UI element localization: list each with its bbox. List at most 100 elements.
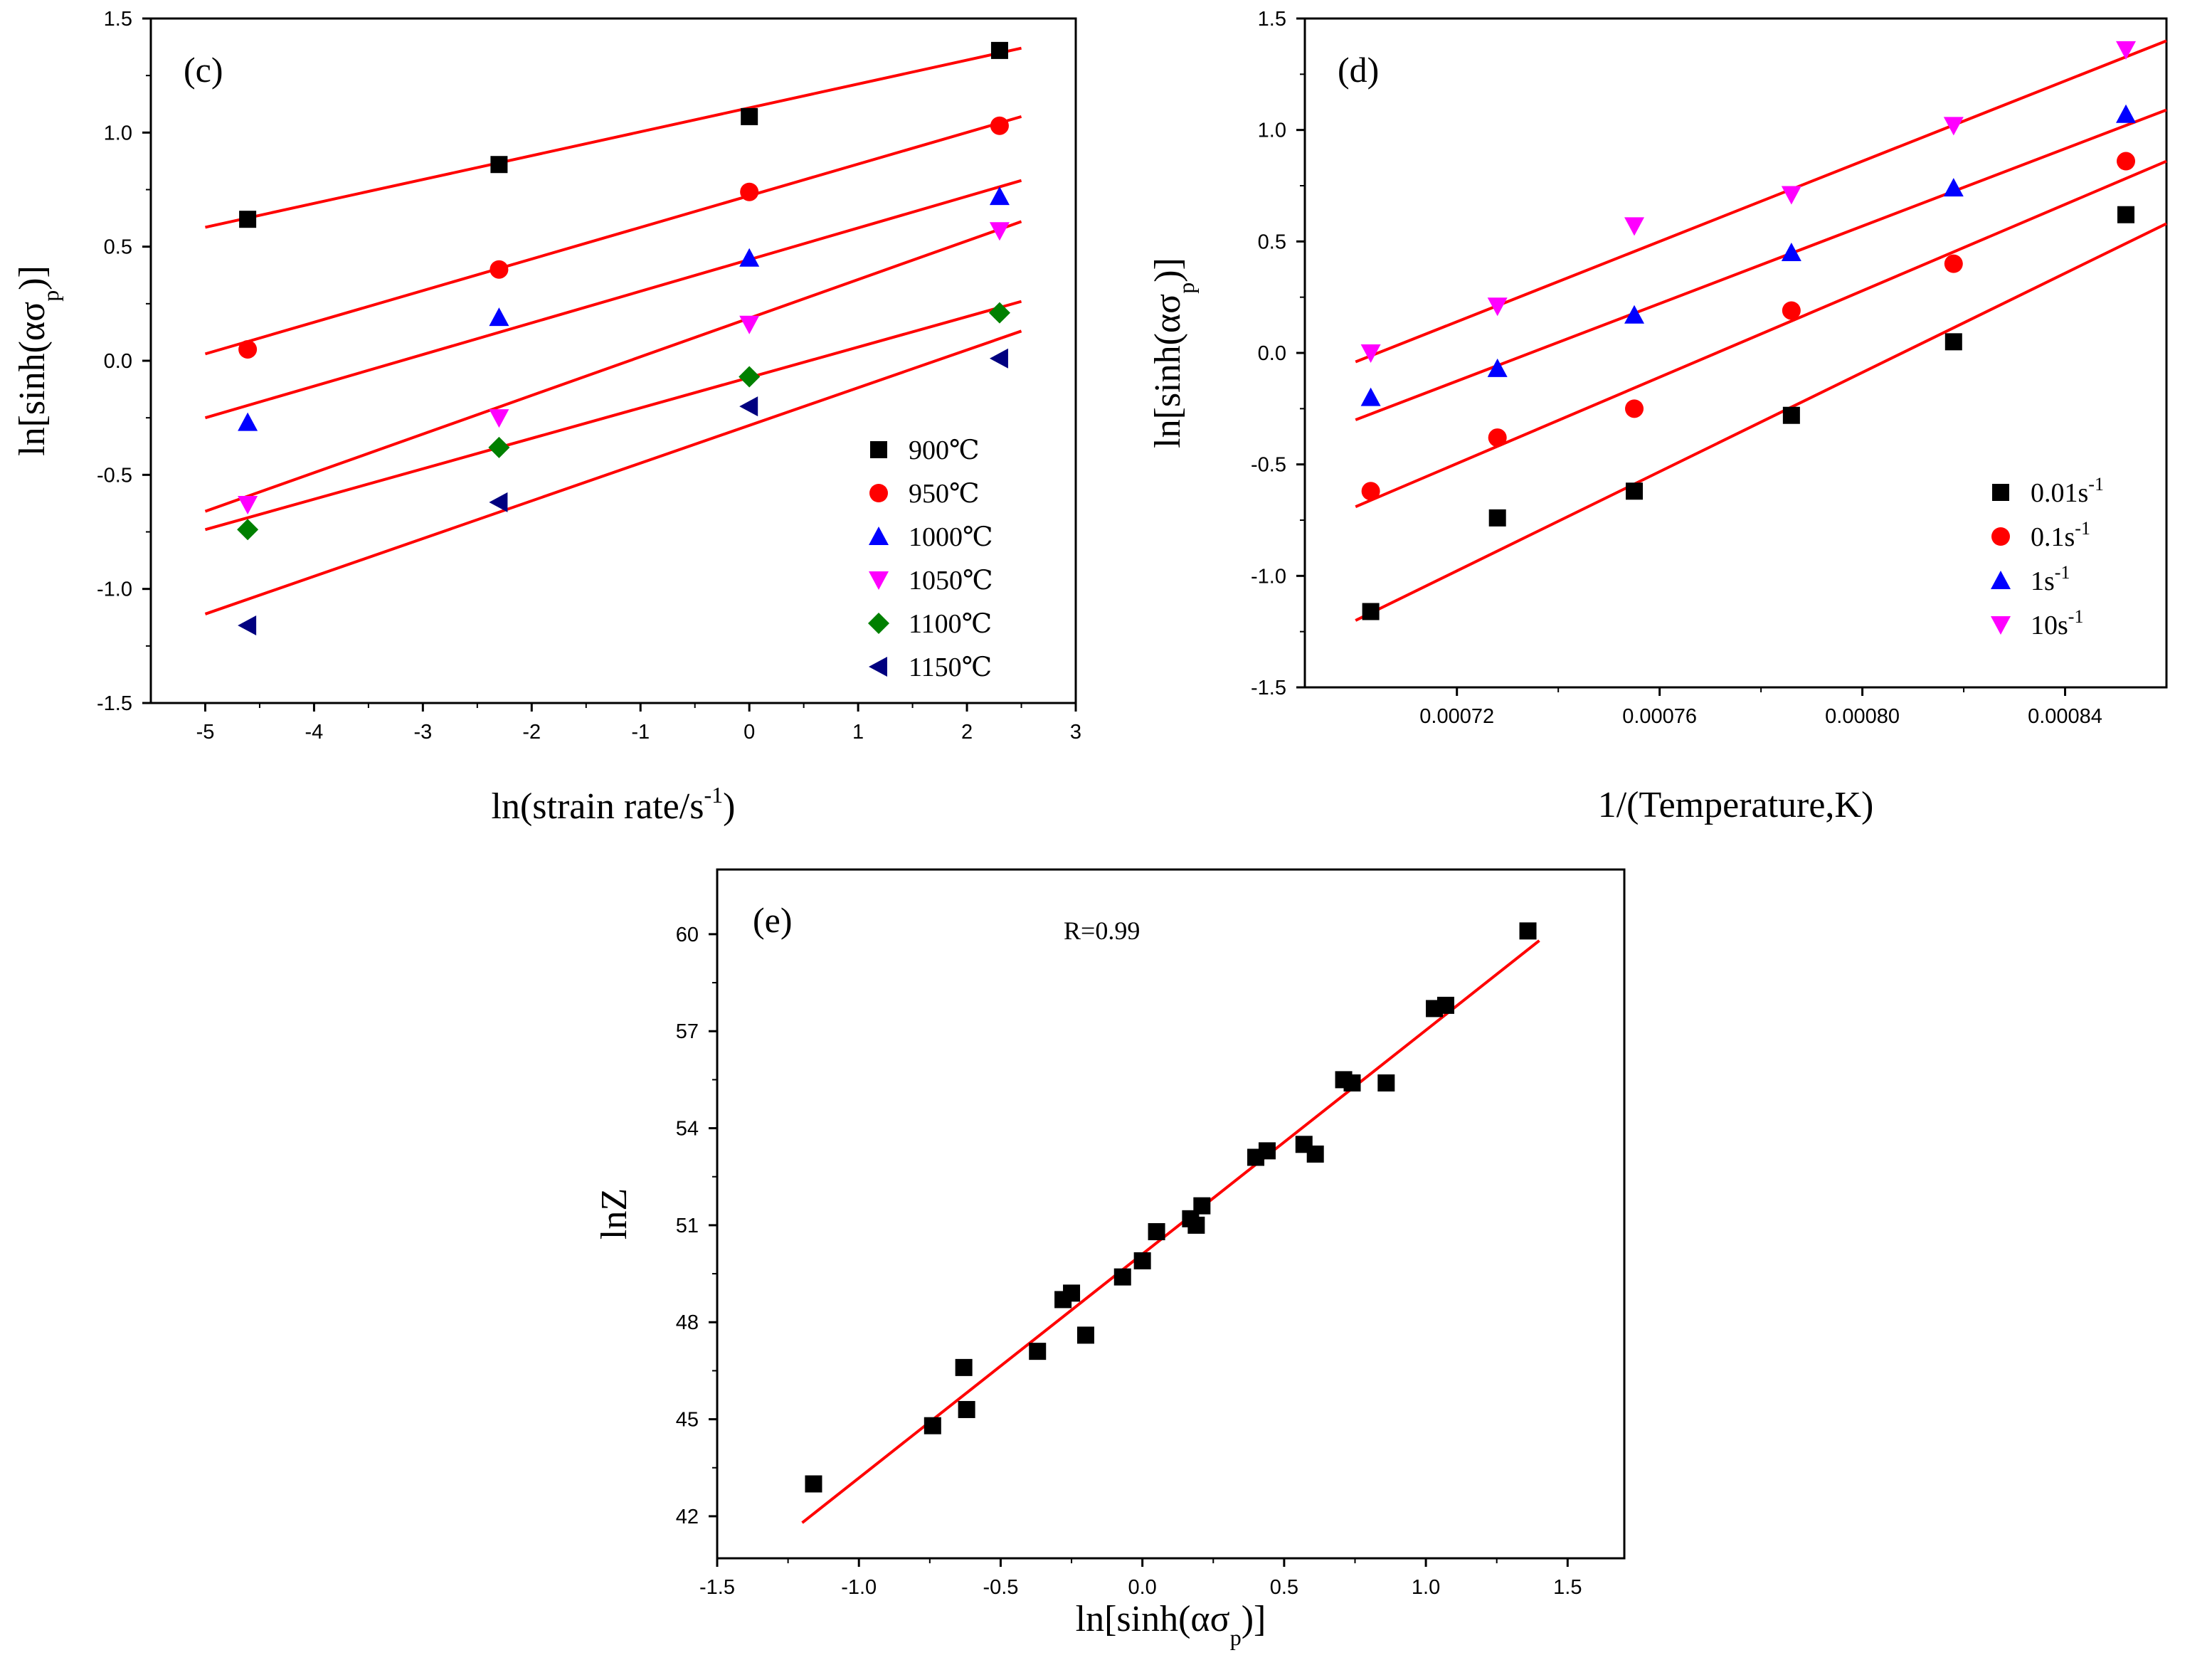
data-point-d-1 [1625,399,1644,418]
data-point-c-2 [238,412,258,431]
data-point-c-2 [739,248,760,267]
data-point-e-0 [1187,1216,1205,1234]
y-tick-label-e: 60 [676,924,699,946]
x-tick-label-e: -1.5 [699,1576,735,1599]
y-tick-label-d: -1.5 [1251,677,1286,699]
data-point-e-0 [1133,1252,1151,1269]
data-point-d-1 [1782,301,1801,320]
data-point-d-2 [1624,305,1645,324]
data-point-d-0 [1944,333,1962,351]
x-tick-label-e: 0.5 [1270,1576,1298,1599]
y-tick-label-e: 54 [676,1118,699,1141]
correlation-annotation: R=0.99 [1064,916,1140,945]
x-tick-label-d: 0.00080 [1825,705,1900,728]
legend-marker-d [1991,527,2010,546]
data-point-c-1 [990,116,1009,135]
data-point-e-0 [958,1400,975,1418]
y-tick-label-c: 0.5 [104,236,132,259]
data-point-d-1 [1361,482,1380,501]
data-point-e-0 [1076,1326,1094,1344]
data-point-c-1 [740,182,759,201]
legend-label-text: 1s [2031,566,2055,596]
legend-label-d: 0.01s-1 [2031,474,2104,508]
legend-label-c: 900℃ [909,435,980,465]
legend-label-c: 1150℃ [909,652,992,682]
legend-label-c: 1000℃ [909,522,993,552]
data-point-d-2 [1781,243,1801,261]
y-tick-label-c: -1.0 [97,578,132,601]
legend-label-sup: -1 [2055,562,2070,583]
x-tick-label-d: 0.00072 [1419,705,1494,728]
data-point-e-0 [1113,1268,1131,1286]
data-point-e-0 [1148,1222,1165,1240]
legend-label-text: 900℃ [909,435,980,465]
y-tick-label-d: -0.5 [1251,454,1286,477]
data-point-d-3 [1624,217,1645,236]
fit-line-c-2 [204,179,1022,420]
panel-label-c: (c) [184,50,223,90]
legend-label-sup: -1 [2088,474,2104,495]
legend-label-text: 1000℃ [909,522,993,552]
y-tick-label-d: -1.0 [1251,565,1286,588]
x-tick-label-c: -3 [413,721,432,744]
y-tick-label-d: 1.5 [1258,8,1286,31]
fit-line-c-5 [204,329,1022,615]
legend-label-d: 0.1s-1 [2031,518,2090,552]
data-point-d-0 [1362,603,1380,620]
x-tick-label-c: 1 [852,721,864,744]
x-axis-title-c: ln(strain rate/s-1) [492,782,736,827]
x-tick-label-e: 1.0 [1412,1576,1440,1599]
data-point-e-0 [1029,1343,1047,1360]
fit-line-c-4 [204,300,1022,532]
data-point-d-3 [1943,117,1964,136]
data-point-c-1 [238,339,258,359]
x-tick-label-c: -4 [305,721,324,744]
legend-marker-d [1992,484,2009,501]
data-point-e-0 [1519,922,1537,940]
data-point-c-5 [739,396,758,417]
data-point-d-3 [1360,344,1381,363]
data-point-e-0 [1063,1284,1081,1302]
x-tick-label-e: -0.5 [983,1576,1018,1599]
y-axis-title-e: lnZ [594,1188,635,1240]
data-point-c-0 [239,211,257,228]
y-axis-title-tail: )] [1148,258,1188,282]
x-tick-label-c: 2 [961,721,973,744]
legend-marker-d [1991,571,2011,589]
data-point-d-0 [1782,406,1800,424]
y-axis-title-text: lnZ [594,1188,635,1240]
legend-label-d: 10s-1 [2031,606,2083,640]
data-point-c-2 [489,307,509,327]
x-axis-title-text: 1/(Temperature,K) [1598,785,1874,825]
y-axis-title-d: ln[sinh(ασp)] [1148,258,1199,448]
y-tick-label-c: -0.5 [97,464,132,487]
data-point-c-3 [489,409,509,428]
legend-marker-c [869,484,888,502]
y-axis-title-sub: p [1173,282,1199,294]
x-axis-title-text: ln[sinh(ασ [1076,1599,1230,1639]
data-point-c-0 [990,41,1008,59]
data-point-e-0 [1306,1145,1324,1163]
y-tick-label-c: -1.5 [97,692,132,715]
x-axis-title-e: ln[sinh(ασp)] [1076,1599,1266,1650]
x-axis-title-sub: p [1230,1624,1242,1650]
fit-line-d-2 [1355,108,2167,421]
data-point-d-0 [1488,509,1506,527]
data-point-c-3 [238,496,258,515]
data-point-d-2 [1487,358,1508,377]
data-point-d-1 [1488,428,1507,448]
y-axis-title-text: ln[sinh(ασ [1148,294,1188,448]
y-tick-label-e: 42 [676,1506,699,1528]
y-tick-label-c: 1.5 [104,8,132,31]
data-point-d-1 [1944,254,1963,273]
legend-label-text: 0.01s [2031,478,2088,508]
data-point-c-0 [490,156,508,174]
data-point-d-3 [1781,186,1801,205]
y-tick-label-e: 57 [676,1020,699,1043]
data-point-d-3 [1487,297,1508,317]
panel-label-e: (e) [753,900,793,940]
legend-label-c: 950℃ [909,479,980,509]
y-tick-label-c: 0.0 [104,350,132,373]
legend-label-sup: -1 [2075,518,2090,539]
legend-label-text: 10s [2031,611,2068,640]
